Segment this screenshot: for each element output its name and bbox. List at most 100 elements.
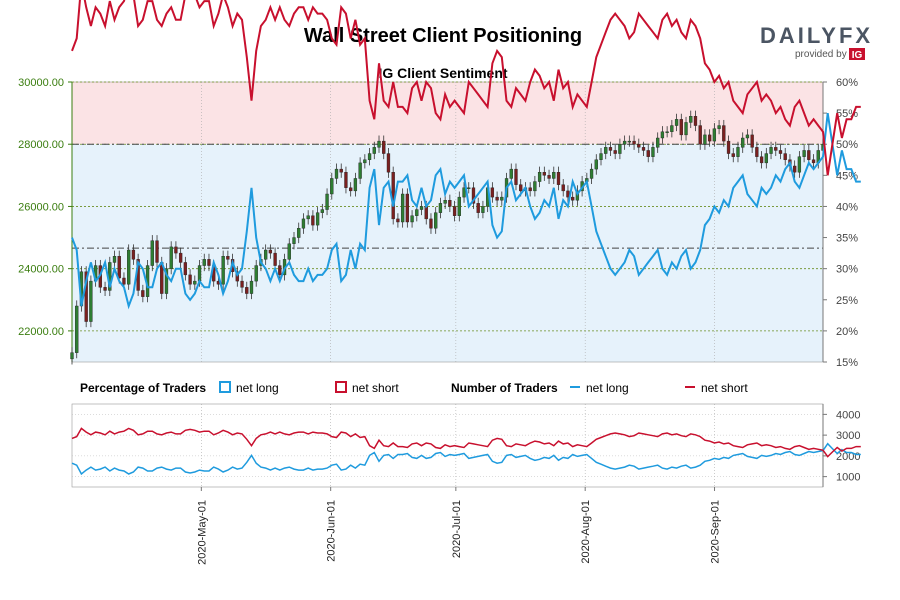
candle-up (377, 140, 381, 148)
candle-down (131, 249, 136, 260)
candle-up (467, 187, 471, 189)
candle-up (589, 168, 594, 179)
right-tick-label: 25% (836, 295, 858, 307)
candle-down (519, 184, 523, 192)
right-tick-label: 30% (836, 264, 858, 276)
candle-down (344, 172, 348, 188)
candle-down (547, 175, 551, 179)
candle-down (731, 153, 735, 157)
candle-down (117, 256, 121, 279)
net-short-pct-line (71, 0, 861, 176)
candle-up (330, 178, 334, 195)
candle-up (75, 305, 79, 353)
candle-down (155, 240, 159, 263)
candle-up (292, 237, 296, 244)
x-axis-label: 2020-Jul-01 (451, 500, 463, 558)
candle-down (226, 256, 230, 260)
legend-pct-long-swatch (219, 381, 231, 393)
candle-down (188, 274, 192, 285)
candle-up (741, 137, 745, 148)
candle-down (452, 206, 457, 216)
candle-down (542, 172, 546, 176)
candle-down (471, 187, 476, 204)
right-tick-label: 60% (836, 77, 858, 89)
candle-up (462, 187, 466, 198)
candle-up (320, 209, 324, 213)
right-tick-label: 50% (836, 139, 858, 151)
candle-up (712, 128, 717, 142)
candle-down (793, 165, 797, 173)
right-tick-label: 15% (836, 357, 858, 369)
candle-up (89, 280, 93, 322)
candle-up (651, 147, 655, 157)
candle-up (689, 116, 693, 123)
left-tick-label: 26000.00 (18, 201, 64, 213)
candle-down (646, 150, 650, 157)
candle-up (112, 256, 117, 263)
right-tick-label: 40% (836, 201, 858, 213)
left-tick-label: 24000.00 (18, 264, 64, 276)
candle-down (391, 172, 395, 220)
candle-up (797, 156, 802, 173)
candle-down (273, 252, 277, 266)
candle-up (358, 162, 362, 179)
candle-down (778, 150, 783, 154)
candle-up (552, 172, 556, 179)
candle-up (353, 178, 358, 192)
candle-up (537, 172, 542, 182)
candle-down (811, 159, 816, 164)
candle-up (481, 206, 485, 213)
candle-up (415, 209, 419, 216)
candle-down (122, 277, 126, 285)
candle-down (707, 134, 712, 142)
net-long-count-line (71, 442, 861, 476)
candle-down (448, 200, 452, 207)
candle-down (759, 156, 764, 164)
candle-up (627, 140, 632, 143)
candle-up (419, 206, 424, 210)
candle-up (438, 203, 443, 213)
candle-up (656, 137, 660, 148)
candle-up (410, 215, 414, 223)
candle-up (169, 246, 173, 269)
candle-down (424, 206, 428, 220)
candle-up (221, 256, 225, 285)
candle-down (349, 187, 353, 192)
candle-up (769, 147, 773, 154)
candle-down (382, 140, 386, 154)
candle-up (618, 144, 622, 154)
candle-up (443, 200, 447, 204)
candle-up (604, 147, 608, 154)
candle-up (599, 153, 603, 160)
candle-up (306, 215, 310, 220)
candle-down (632, 140, 636, 145)
candle-up (660, 131, 665, 139)
candle-up (665, 131, 669, 133)
candle-down (774, 147, 778, 151)
right-tick-label: 20% (836, 326, 858, 338)
candle-up (457, 196, 461, 216)
candle-down (783, 153, 787, 160)
candle-up (622, 140, 627, 145)
candle-up (703, 134, 707, 145)
candle-down (240, 280, 244, 288)
left-tick-label: 30000.00 (18, 77, 64, 89)
lower-tick-label: 3000 (836, 430, 860, 442)
candle-up (400, 193, 405, 223)
candle-up (367, 153, 372, 160)
candle-up (297, 228, 301, 238)
candle-down (750, 134, 754, 148)
candle-down (183, 262, 188, 276)
candle-down (755, 147, 759, 157)
candle-down (386, 153, 391, 173)
candle-down (207, 259, 211, 266)
candle-down (141, 290, 145, 297)
legend-pct-short-swatch (335, 381, 347, 393)
candle-down (556, 172, 561, 185)
x-axis-labels: 2020-May-01 2020-Jun-01 2020-Jul-01 2020-Au… (196, 487, 722, 565)
legend-num-short: net short (701, 381, 748, 395)
candle-down (339, 168, 343, 173)
net-long-pct-line (71, 112, 861, 310)
logo-provided-by: provided by (795, 49, 847, 60)
lower-tick-label: 1000 (836, 472, 860, 484)
